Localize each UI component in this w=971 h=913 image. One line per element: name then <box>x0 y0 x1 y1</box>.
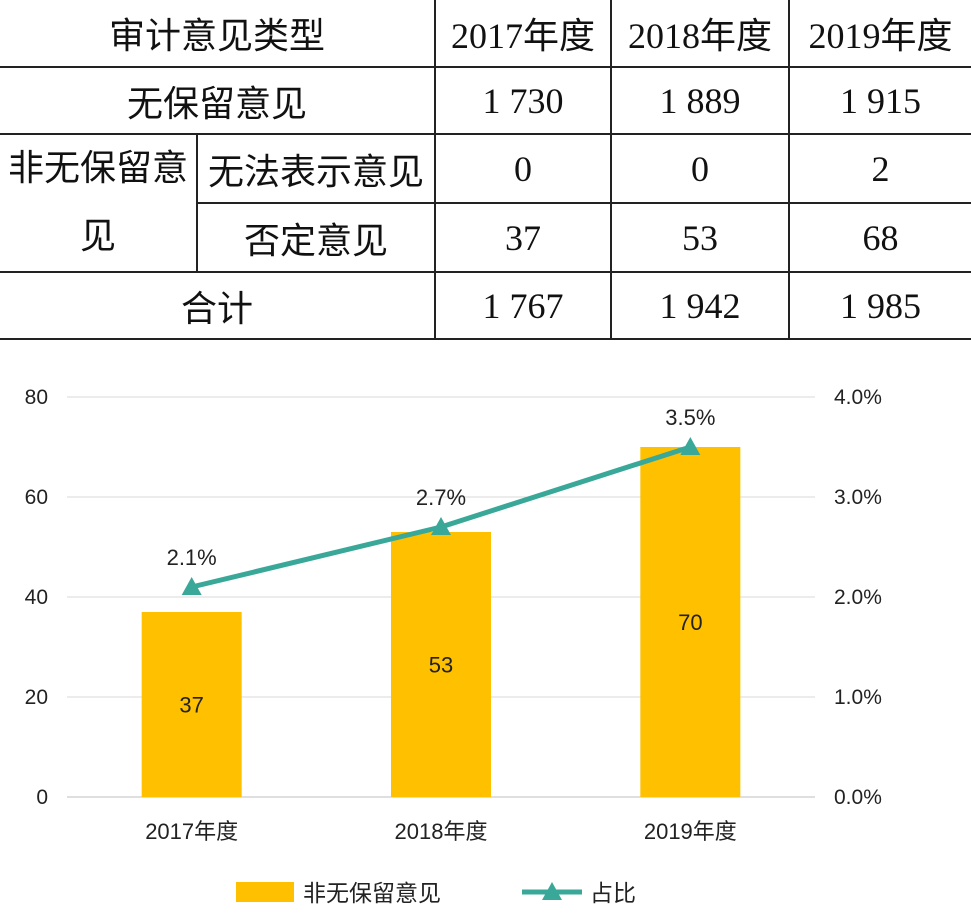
table-header-cell: 2019年度 <box>788 0 971 68</box>
bar <box>391 532 491 797</box>
row-group-label: 非无保留意见 <box>0 133 198 273</box>
share-value-label: 2.7% <box>416 485 466 510</box>
opinion-combo-chart: 0 20 40 60 80 0.0% 1.0% 2.0% 3.0% 4.0% 37 53 70 2017年… <box>25 386 882 906</box>
legend-label: 非无保留意见 <box>303 880 441 906</box>
x-tick-label: 2018年度 <box>395 819 488 844</box>
share-marker <box>431 517 451 535</box>
y-left-tick-label: 40 <box>25 586 48 609</box>
table-cell: 1 730 <box>434 66 613 135</box>
table-header-cell: 2017年度 <box>434 0 613 68</box>
table-cell: 53 <box>610 202 791 273</box>
table-row: 非无保留意见 无法表示意见 0 0 2 <box>0 133 971 273</box>
y-right-tick-label: 2.0% <box>834 586 882 609</box>
table-cell: 0 <box>610 133 791 204</box>
y-right-tick-label: 1.0% <box>834 686 882 709</box>
y-right-tick-label: 4.0% <box>834 386 882 409</box>
share-value-label: 2.1% <box>167 545 217 570</box>
y-left-tick-label: 20 <box>25 686 48 709</box>
table-cell: 1 915 <box>788 66 971 135</box>
row-label: 无法表示意见 <box>195 133 437 204</box>
legend-label: 占比 <box>590 880 636 906</box>
share-marker <box>181 577 202 595</box>
y-left-tick-label: 60 <box>25 486 48 509</box>
y-right-tick-label: 0.0% <box>834 786 882 809</box>
table-header-cell: 2018年度 <box>610 0 791 68</box>
row-label: 无保留意见 <box>0 66 437 135</box>
table-header-cell: 审计意见类型 <box>0 0 437 68</box>
bar-value-label: 37 <box>179 693 203 718</box>
table-cell: 37 <box>434 202 613 273</box>
row-label: 否定意见 <box>197 202 437 273</box>
y-right-tick-label: 3.0% <box>834 486 882 509</box>
row-label: 合计 <box>0 271 437 340</box>
legend-swatch-bar <box>236 882 294 902</box>
bar-value-label: 70 <box>678 610 702 635</box>
table-cell: 1 985 <box>788 271 971 340</box>
audit-opinion-table: 审计意见类型 2017年度 2018年度 2019年度 无保留意见 1 730 … <box>0 0 971 340</box>
y-left-tick-label: 80 <box>25 386 48 409</box>
table-row: 合计 1 767 1 942 1 985 <box>0 271 971 340</box>
legend-marker <box>542 882 562 900</box>
y-left-tick-label: 0 <box>36 786 48 809</box>
table-cell: 2 <box>788 133 971 204</box>
table-cell: 1 767 <box>434 271 613 340</box>
table-header-row: 审计意见类型 2017年度 2018年度 2019年度 <box>0 0 971 68</box>
table-row: 无保留意见 1 730 1 889 1 915 <box>0 66 971 135</box>
share-value-label: 3.5% <box>665 405 715 430</box>
bar-value-label: 53 <box>429 653 453 678</box>
x-tick-label: 2019年度 <box>644 819 737 844</box>
bar <box>640 447 741 797</box>
table-cell: 0 <box>434 133 613 204</box>
table-row: 否定意见 37 53 68 <box>0 202 971 273</box>
bar <box>141 612 242 797</box>
table-cell: 1 942 <box>610 271 791 340</box>
table-cell: 1 889 <box>610 66 791 135</box>
table-cell: 68 <box>788 202 971 273</box>
share-marker <box>680 437 701 455</box>
x-tick-label: 2017年度 <box>145 819 238 844</box>
